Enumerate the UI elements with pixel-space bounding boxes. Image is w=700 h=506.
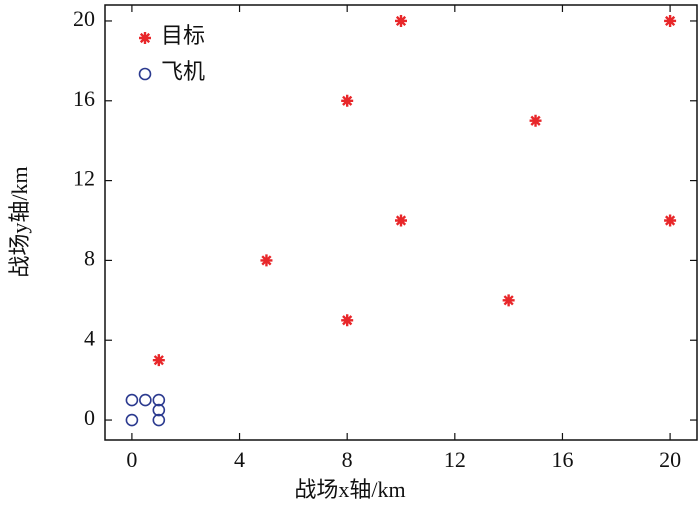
y-tick-label: 4 (84, 325, 95, 350)
star-marker (260, 254, 273, 267)
star-marker (664, 214, 677, 227)
legend-label: 飞机 (161, 59, 205, 84)
y-tick-label: 20 (73, 6, 95, 31)
circle-marker (139, 393, 152, 407)
star-marker (395, 214, 407, 227)
circle-marker (152, 413, 166, 427)
y-tick-label: 0 (84, 405, 95, 430)
y-tick-label: 16 (73, 86, 95, 111)
star-marker (152, 354, 165, 367)
star-marker (395, 14, 407, 27)
x-axis-label: 战场x轴/km (294, 477, 405, 502)
y-axis-label: 战场y轴/km (7, 166, 32, 277)
star-marker (341, 94, 354, 107)
star-marker (139, 32, 151, 44)
star-marker (502, 294, 515, 307)
x-tick-label: 12 (444, 447, 466, 472)
star-marker (529, 114, 542, 127)
plot-frame (104, 4, 698, 441)
circle-marker (125, 393, 139, 407)
circle-marker (152, 393, 166, 407)
y-tick-label: 8 (84, 245, 95, 270)
circle-marker (138, 67, 152, 81)
x-tick-label: 4 (234, 447, 245, 472)
x-tick-label: 20 (659, 447, 681, 472)
star-marker (664, 14, 677, 27)
circle-marker (152, 403, 166, 417)
circle-marker (125, 413, 139, 427)
star-marker (341, 314, 354, 327)
x-tick-label: 16 (551, 447, 573, 472)
x-tick-label: 0 (126, 447, 137, 472)
legend-label: 目标 (161, 23, 205, 48)
x-tick-label: 8 (342, 447, 353, 472)
y-tick-label: 12 (73, 166, 95, 191)
